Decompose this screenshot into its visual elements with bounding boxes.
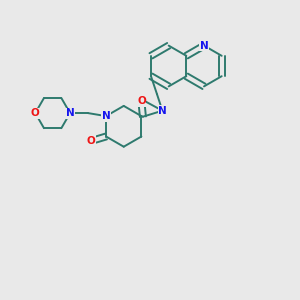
Text: N: N <box>66 108 74 118</box>
Text: O: O <box>137 96 146 106</box>
Text: N: N <box>102 111 110 121</box>
Text: O: O <box>31 108 40 118</box>
Text: O: O <box>87 136 95 146</box>
Text: N: N <box>200 40 208 51</box>
Text: N: N <box>158 106 167 116</box>
